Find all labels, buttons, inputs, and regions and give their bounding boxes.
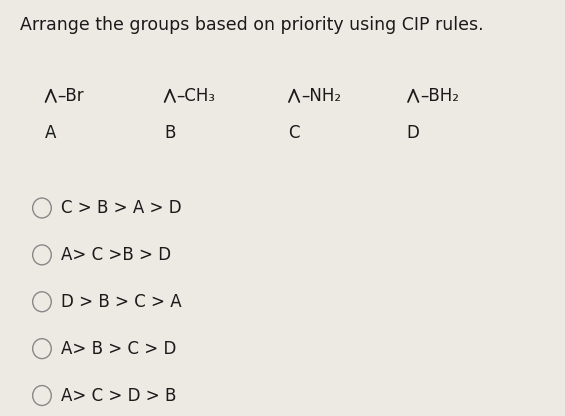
Text: –BH₂: –BH₂ (420, 87, 459, 105)
Text: D: D (407, 124, 420, 142)
Text: –CH₃: –CH₃ (177, 87, 216, 105)
Text: C > B > A > D: C > B > A > D (60, 199, 181, 217)
Text: A: A (45, 124, 57, 142)
Text: A> C >B > D: A> C >B > D (60, 246, 171, 264)
Text: Arrange the groups based on priority using CIP rules.: Arrange the groups based on priority usi… (20, 16, 483, 35)
Text: B: B (164, 124, 176, 142)
Text: A> B > C > D: A> B > C > D (60, 339, 176, 358)
Text: –NH₂: –NH₂ (301, 87, 341, 105)
Text: D > B > C > A: D > B > C > A (60, 293, 181, 311)
Text: –Br: –Br (58, 87, 84, 105)
Text: A> C > D > B: A> C > D > B (60, 386, 176, 404)
Text: C: C (288, 124, 300, 142)
